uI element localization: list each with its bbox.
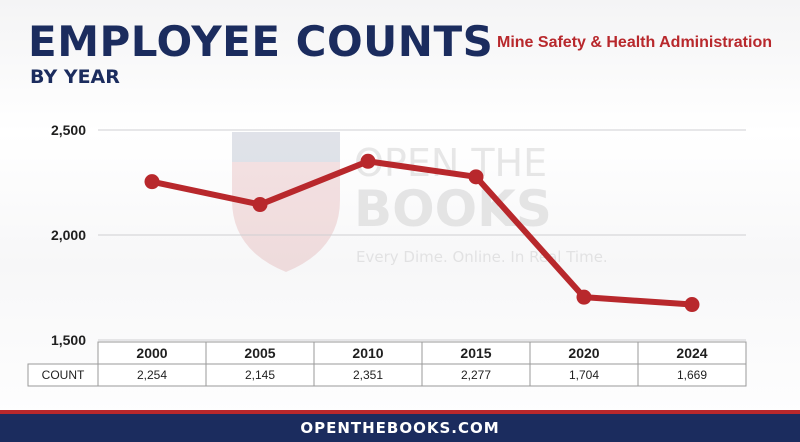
table-value: 2,351	[353, 368, 383, 382]
table-row-label-cell	[27, 363, 99, 387]
footer-site-link[interactable]: OPENTHEBOOKS.COM	[300, 419, 500, 437]
x-tick-label: 2010	[352, 345, 383, 361]
y-tick-label: 2,000	[51, 227, 86, 243]
watermark-shield-icon	[232, 132, 340, 272]
table-value: 1,704	[569, 368, 599, 382]
y-tick-label: 1,500	[51, 332, 86, 348]
data-point	[468, 169, 484, 185]
table-value: 1,669	[677, 368, 707, 382]
agency-name: Mine Safety & Health Administration	[497, 34, 772, 51]
table-value: 2,277	[461, 368, 491, 382]
chart-subtitle: BY YEAR	[30, 66, 120, 88]
watermark-tagline: Every Dime. Online. In Real Time.	[356, 248, 608, 266]
data-point	[576, 289, 592, 305]
line-chart: OPEN THE BOOKS Every Dime. Online. In Re…	[27, 122, 747, 387]
x-tick-label: 2000	[136, 345, 167, 361]
table-value: 2,254	[137, 368, 167, 382]
series-line	[149, 158, 695, 308]
data-point	[684, 297, 700, 313]
data-point	[252, 197, 268, 213]
x-tick-label: 2024	[676, 345, 707, 361]
data-point	[144, 174, 160, 190]
table-row-label: COUNT	[42, 368, 85, 382]
data-point	[360, 153, 376, 169]
chart-title: EMPLOYEE COUNTS	[28, 17, 494, 66]
table-value: 2,145	[245, 368, 275, 382]
y-tick-label: 2,500	[51, 122, 86, 138]
x-tick-label: 2020	[568, 345, 599, 361]
x-tick-label: 2015	[460, 345, 491, 361]
footer-bar: OPENTHEBOOKS.COM	[0, 410, 800, 442]
watermark: OPEN THE BOOKS Every Dime. Online. In Re…	[232, 132, 608, 272]
x-tick-label: 2005	[244, 345, 275, 361]
